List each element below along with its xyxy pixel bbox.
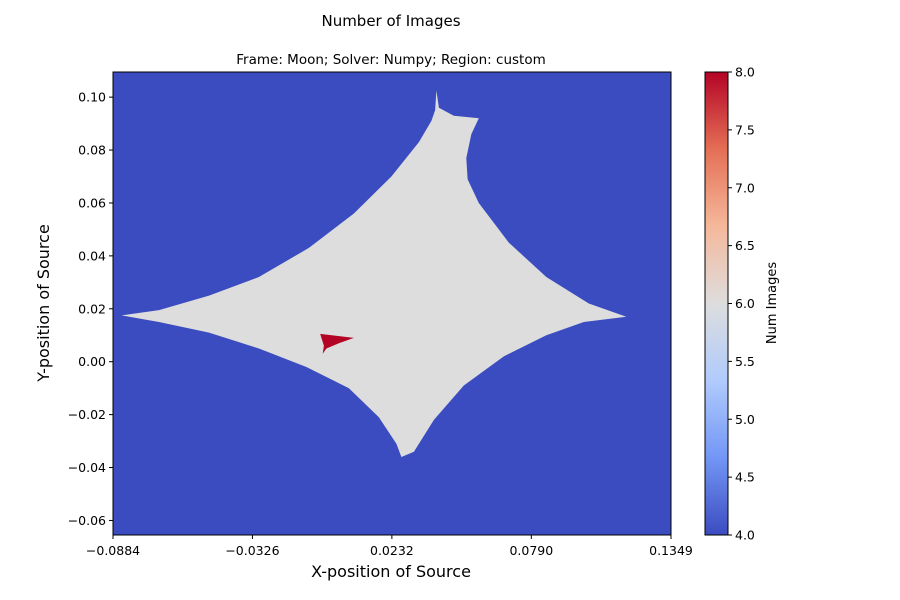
colorbar: 4.0 4.5 5.0 5.5 6.0 6.5 7.0 7.5 8.0 Num Images bbox=[704, 65, 780, 543]
plot-area bbox=[112, 71, 672, 536]
x-axis: −0.0884 −0.0326 0.0232 0.0790 0.1349 bbox=[86, 535, 693, 558]
x-tick-label: −0.0884 bbox=[86, 543, 140, 558]
colorbar-gradient bbox=[705, 72, 728, 535]
x-tick-label: 0.0232 bbox=[370, 543, 414, 558]
chart-title: Number of Images bbox=[321, 12, 460, 30]
y-axis-label: Y-position of Source bbox=[34, 224, 53, 383]
y-tick-label: −0.06 bbox=[68, 513, 106, 528]
y-tick-label: −0.02 bbox=[68, 407, 106, 422]
y-axis: −0.06 −0.04 −0.02 0.00 0.02 0.04 0.06 0.08 0.10 bbox=[68, 90, 113, 528]
colorbar-tick-label: 8.0 bbox=[735, 65, 755, 80]
colorbar-tick-label: 7.0 bbox=[735, 180, 755, 195]
x-tick-label: 0.1349 bbox=[649, 543, 693, 558]
colorbar-tick-label: 5.0 bbox=[735, 412, 755, 427]
y-tick-label: 0.08 bbox=[78, 143, 106, 158]
colorbar-tick-label: 7.5 bbox=[735, 122, 755, 137]
region-6-images bbox=[121, 90, 627, 457]
y-tick-label: −0.04 bbox=[68, 460, 106, 475]
region-8-images bbox=[320, 333, 354, 354]
x-axis-label: X-position of Source bbox=[311, 562, 471, 581]
chart-subtitle: Frame: Moon; Solver: Numpy; Region: cust… bbox=[236, 52, 545, 68]
y-tick-label: 0.06 bbox=[78, 195, 106, 210]
colorbar-label: Num Images bbox=[765, 262, 780, 344]
x-tick-label: 0.0790 bbox=[509, 543, 553, 558]
colorbar-tick-label: 6.5 bbox=[735, 238, 755, 253]
y-tick-label: 0.10 bbox=[78, 90, 106, 105]
y-tick-label: 0.00 bbox=[78, 354, 106, 369]
x-tick-label: −0.0326 bbox=[225, 543, 279, 558]
colorbar-tick-label: 4.0 bbox=[735, 528, 755, 543]
heatmap-regions bbox=[121, 90, 627, 457]
colorbar-tick-label: 6.0 bbox=[735, 296, 755, 311]
y-tick-label: 0.02 bbox=[78, 301, 106, 316]
y-tick-label: 0.04 bbox=[78, 248, 106, 263]
colorbar-tick-label: 4.5 bbox=[735, 470, 755, 485]
colorbar-ticks: 4.0 4.5 5.0 5.5 6.0 6.5 7.0 7.5 8.0 bbox=[728, 65, 755, 543]
colorbar-tick-label: 5.5 bbox=[735, 354, 755, 369]
